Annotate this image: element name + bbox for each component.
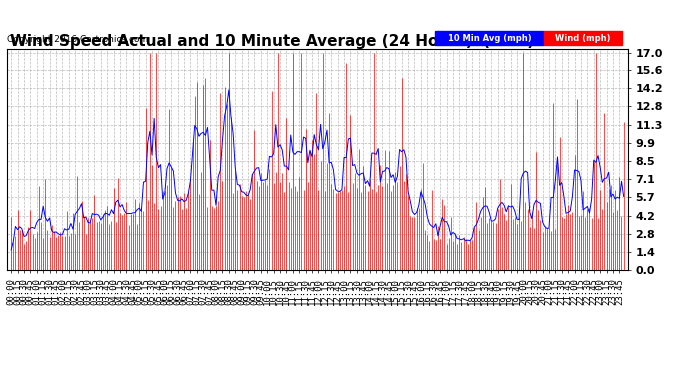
- Text: 10 Min Avg (mph): 10 Min Avg (mph): [448, 34, 531, 43]
- Title: Wind Speed Actual and 10 Minute Average (24 Hours)  (New) 20161213: Wind Speed Actual and 10 Minute Average …: [10, 34, 624, 49]
- Bar: [544, 31, 622, 45]
- Bar: [435, 31, 544, 45]
- Text: Wind (mph): Wind (mph): [555, 34, 611, 43]
- Text: Copyright 2016 Cartronics.com: Copyright 2016 Cartronics.com: [7, 35, 148, 44]
